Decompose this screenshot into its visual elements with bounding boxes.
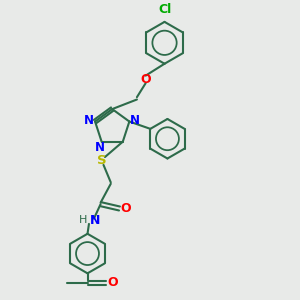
Text: N: N (130, 114, 140, 127)
Text: Cl: Cl (158, 3, 171, 16)
Text: N: N (90, 214, 101, 227)
Text: O: O (140, 73, 151, 85)
Text: N: N (84, 114, 94, 127)
Text: O: O (120, 202, 130, 215)
Text: S: S (97, 154, 107, 167)
Text: H: H (79, 215, 87, 225)
Text: N: N (95, 141, 105, 154)
Text: O: O (107, 276, 118, 289)
